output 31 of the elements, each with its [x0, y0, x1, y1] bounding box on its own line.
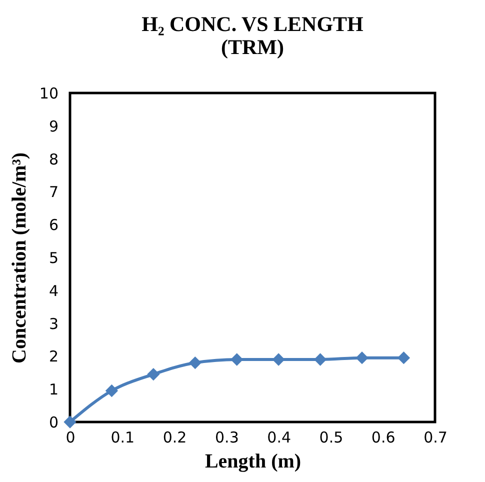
x-tick-label: 0.7	[424, 428, 448, 446]
x-tick-label: 0.3	[215, 428, 239, 446]
x-tick-label: 0.6	[371, 428, 396, 446]
point	[356, 352, 368, 364]
x-tick-label: 0.1	[110, 428, 135, 446]
x-tick-label: 0.5	[319, 428, 344, 446]
point	[230, 353, 244, 366]
y-tick-label: 9	[48, 117, 58, 136]
y-tick-label: 8	[48, 150, 58, 168]
y-tick-label: 6	[48, 216, 58, 234]
y-tick-label: 5	[48, 249, 58, 267]
chart-title: H₂ CONC. VS LENGTH (TRM)	[142, 12, 364, 59]
x-tick-label: 0	[66, 428, 76, 446]
y-tick-label: 0	[48, 414, 58, 432]
y-tick-label: 4	[48, 282, 58, 300]
point	[272, 353, 285, 366]
point	[64, 416, 76, 428]
y-tick-label: 7	[48, 183, 58, 202]
point	[105, 384, 118, 398]
x-tick-label: 0.4	[267, 428, 291, 446]
y-tick-label: 2	[48, 348, 58, 366]
x-tick-label: 0.2	[162, 428, 187, 446]
y-axis-title: Concentration (mole/m³)	[8, 152, 30, 364]
x-axis-title: Length (m)	[204, 450, 302, 472]
y-tick-label: 3	[48, 314, 58, 333]
point	[314, 353, 327, 366]
y-tick-label: 10	[39, 84, 58, 102]
point	[188, 356, 202, 370]
point	[147, 368, 160, 381]
y-tick-label: 1	[48, 380, 58, 399]
point	[397, 352, 410, 364]
